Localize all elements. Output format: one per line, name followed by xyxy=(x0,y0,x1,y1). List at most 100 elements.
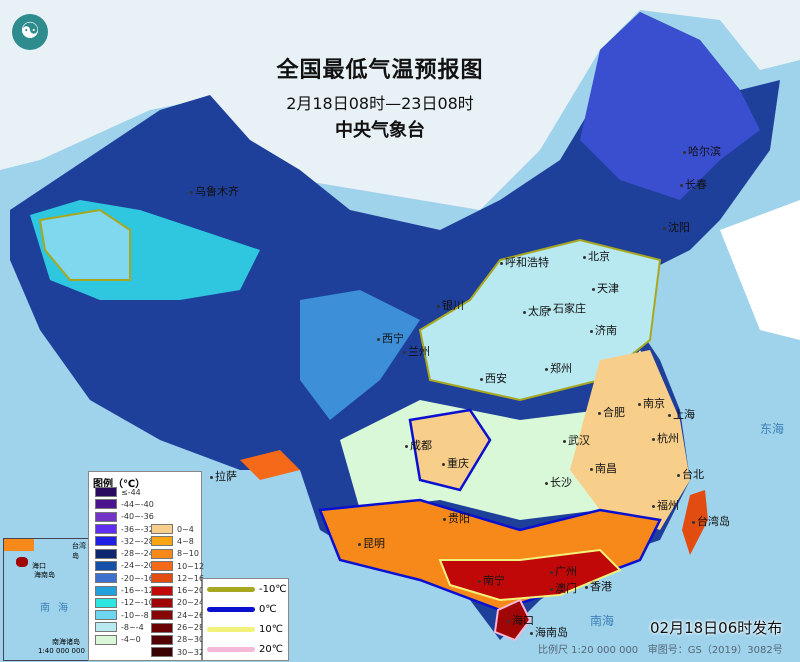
city-label: 长春 xyxy=(680,176,707,192)
map-scale-and-number: 比例尺 1:20 000 000 审图号：GS（2019）3082号 xyxy=(538,641,783,656)
cold-zone-qinghai xyxy=(300,290,420,420)
legend-swatch xyxy=(151,573,173,584)
city-label: 福州 xyxy=(652,497,679,513)
legend-label: ≤-44 xyxy=(121,487,141,497)
legend-item: 10~12 xyxy=(151,560,204,572)
city-label: 太原 xyxy=(523,303,550,319)
legend-label: 26~28 xyxy=(177,623,205,633)
legend-item: 24~26 xyxy=(151,609,204,621)
city-label: 台北 xyxy=(677,466,704,482)
city-label: 银川 xyxy=(437,297,464,313)
legend-swatch xyxy=(95,536,117,547)
isotherm-label: 10℃ xyxy=(259,623,283,635)
city-label: 合肥 xyxy=(598,404,625,420)
city-label: 昆明 xyxy=(358,535,385,551)
city-label: 上海 xyxy=(668,406,695,422)
legend-label: 10~12 xyxy=(177,561,205,571)
legend-label: -4~0 xyxy=(121,635,141,645)
inset-scale: 1:40 000 000 xyxy=(38,647,85,655)
legend-swatch xyxy=(95,499,117,510)
city-label: 西宁 xyxy=(377,330,404,346)
legend-label: 28~30 xyxy=(177,635,205,645)
city-label: 济南 xyxy=(590,322,617,338)
city-label: 杭州 xyxy=(652,430,679,446)
sea-label-south: 南海 xyxy=(590,614,615,628)
isotherm-item: 20℃ xyxy=(203,639,288,659)
city-label: 台湾岛 xyxy=(692,513,730,529)
city-label: 重庆 xyxy=(442,455,469,471)
city-label: 长沙 xyxy=(545,474,572,490)
south-china-sea-inset: 海口 海南岛 台湾岛 南海 南海诸岛 1:40 000 000 xyxy=(3,538,91,661)
city-label: 广州 xyxy=(550,563,577,579)
legend-label: 16~20 xyxy=(177,586,205,596)
warm-zone-tibet-south xyxy=(240,450,300,480)
city-label: 成都 xyxy=(405,437,432,453)
map-title: 全国最低气温预报图 xyxy=(276,58,484,83)
legend-swatch xyxy=(95,585,117,596)
legend-swatch xyxy=(151,585,173,596)
legend-item: -36~-32 xyxy=(95,523,154,535)
legend-swatch xyxy=(151,610,173,621)
city-label: 兰州 xyxy=(403,343,430,359)
isotherm-legend: -10℃ 0℃ 10℃ 20℃ xyxy=(202,578,289,661)
city-label: 澳门 xyxy=(550,580,577,596)
legend-item: -8~-4 xyxy=(95,621,154,633)
isotherm-label: 0℃ xyxy=(259,603,277,615)
legend-item: 8~10 xyxy=(151,548,204,560)
legend-label: 4~8 xyxy=(177,536,194,546)
legend-label: 0~4 xyxy=(177,524,194,534)
legend-item: 20~24 xyxy=(151,597,204,609)
city-label: 石家庄 xyxy=(548,300,586,316)
issue-time: 02月18日06时发布 xyxy=(650,619,783,637)
city-label: 呼和浩特 xyxy=(500,254,549,270)
legend-label: -36~-32 xyxy=(121,524,154,534)
city-label: 哈尔滨 xyxy=(683,143,721,159)
map-scale: 比例尺 1:20 000 000 xyxy=(538,645,639,656)
city-label: 南昌 xyxy=(590,460,617,476)
legend-label: -16~-12 xyxy=(121,586,154,596)
isotherm-label: -10℃ xyxy=(259,583,287,595)
legend-item: -10~-8 xyxy=(95,609,154,621)
isotherm-item: 0℃ xyxy=(203,599,288,619)
legend-swatch xyxy=(95,487,117,498)
legend-swatch xyxy=(151,548,173,559)
legend-item: -12~-10 xyxy=(95,597,154,609)
legend-item: 12~16 xyxy=(151,572,204,584)
legend-item: 4~8 xyxy=(151,535,204,547)
legend-swatch xyxy=(151,647,173,658)
legend-swatch xyxy=(95,622,117,633)
legend-item: -24~-20 xyxy=(95,560,154,572)
legend-swatch xyxy=(95,524,117,535)
isotherm-item: -10℃ xyxy=(203,579,288,599)
legend-item: 28~30 xyxy=(151,634,204,646)
legend-swatch xyxy=(151,524,173,535)
legend-item: ≤-44 xyxy=(95,486,154,498)
forecast-period: 2月18日08时—23日08时 xyxy=(286,94,474,113)
legend-swatch xyxy=(151,536,173,547)
legend: 图例（℃） ≤-44 -44~-40 -40~-36 -36~-32 -32~-28 -2… xyxy=(88,471,205,661)
city-label: 南宁 xyxy=(478,572,505,588)
isotherm-line-sample xyxy=(207,606,255,612)
legend-label: -24~-20 xyxy=(121,561,154,571)
legend-title: 图例（℃） xyxy=(93,479,146,490)
legend-item: 0~4 xyxy=(151,523,204,535)
legend-item: 16~20 xyxy=(151,584,204,596)
city-label: 贵阳 xyxy=(443,510,470,526)
legend-label: -10~-8 xyxy=(121,610,149,620)
isotherm-item: 10℃ xyxy=(203,619,288,639)
legend-label: -44~-40 xyxy=(121,499,154,509)
legend-label: -40~-36 xyxy=(121,512,154,522)
city-label: 北京 xyxy=(583,248,610,264)
city-label: 香港 xyxy=(585,578,612,594)
city-label: 南京 xyxy=(638,395,665,411)
city-label: 西安 xyxy=(480,370,507,386)
tarim-basin xyxy=(38,208,131,281)
legend-label: -20~-16 xyxy=(121,573,154,583)
legend-item: -28~-24 xyxy=(95,547,154,559)
legend-label: 12~16 xyxy=(177,573,205,583)
legend-swatch xyxy=(95,634,117,645)
legend-swatch xyxy=(95,610,117,621)
isotherm-line-sample xyxy=(207,626,255,632)
legend-swatch xyxy=(151,561,173,572)
